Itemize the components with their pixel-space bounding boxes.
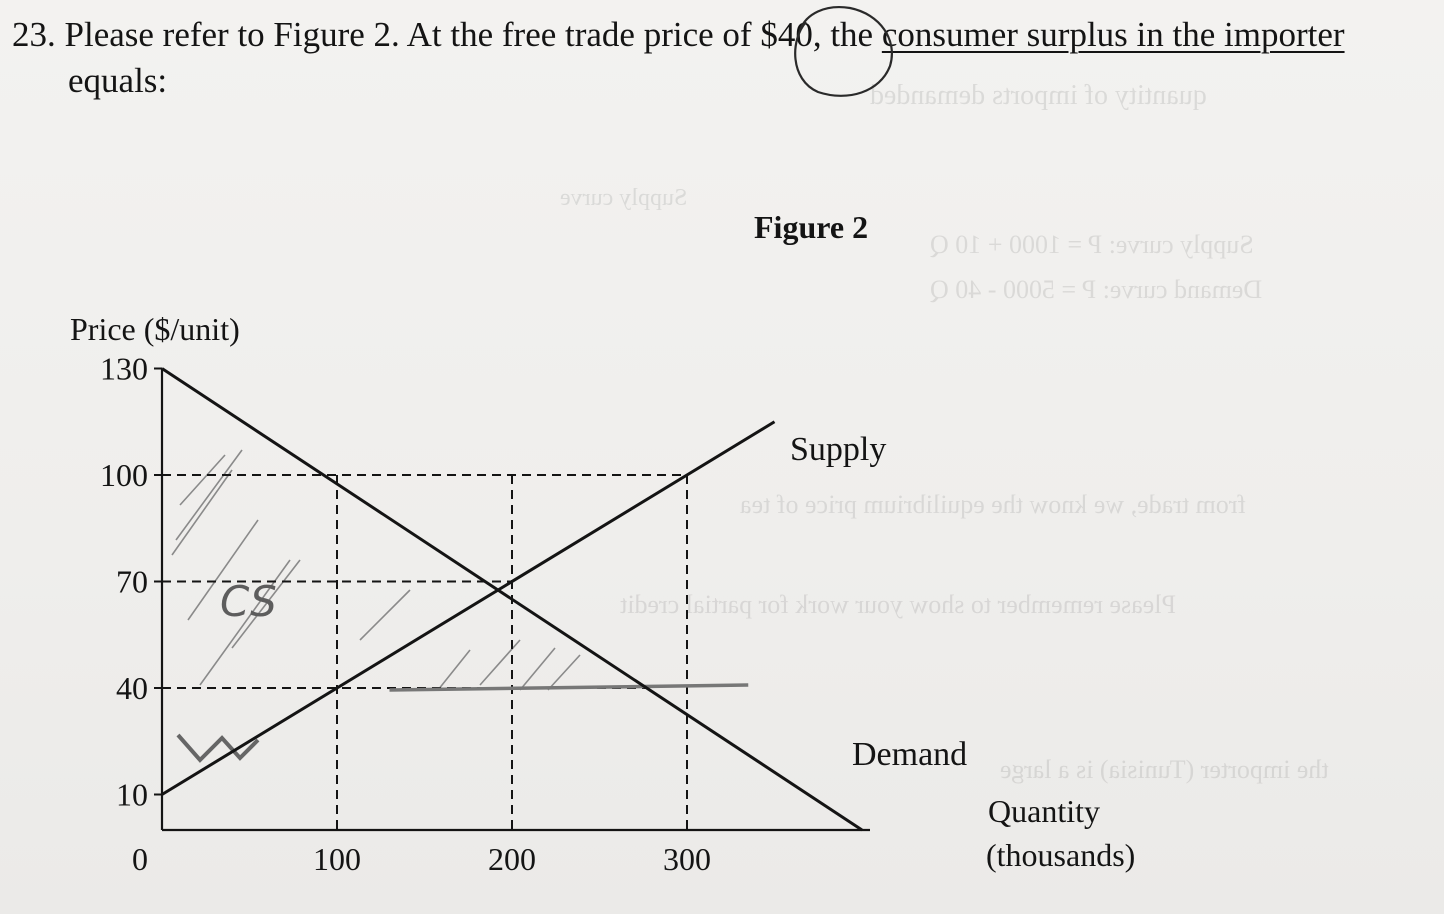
y-tick-label-130: 130 bbox=[100, 351, 148, 387]
student-hatch-stroke-2 bbox=[187, 519, 259, 621]
question-text-start: Please refer to Figure 2. At the free tr… bbox=[64, 15, 761, 54]
student-hatch-stroke-6 bbox=[479, 639, 521, 686]
student-hatch-stroke-1 bbox=[171, 469, 233, 556]
supply-curve-label: Supply bbox=[790, 431, 886, 468]
student-hatch-stroke-8 bbox=[547, 654, 581, 691]
student-hatch-stroke-7 bbox=[519, 647, 556, 691]
y-axis-label: Price ($/unit) bbox=[70, 311, 240, 347]
pen-circle-annotation bbox=[794, 6, 893, 97]
demand-curve-label: Demand bbox=[852, 736, 967, 773]
handwritten-cs-label: CS bbox=[220, 577, 277, 626]
y-tick-label-10: 10 bbox=[116, 777, 148, 813]
chart-title: Figure 2 bbox=[754, 209, 868, 245]
y-tick-label-100: 100 bbox=[100, 457, 148, 493]
supply-curve bbox=[161, 420, 776, 796]
question-line-2: equals: bbox=[68, 61, 168, 100]
underlined-phrase: consumer surplus in the importer bbox=[881, 15, 1345, 54]
student-hatch-stroke-5 bbox=[437, 649, 471, 691]
student-hatch-stroke-10 bbox=[359, 589, 411, 641]
student-hatch-stroke-0 bbox=[179, 454, 226, 506]
x-tick-label-200: 200 bbox=[488, 841, 536, 877]
y-tick-label-40: 40 bbox=[116, 670, 148, 706]
y-tick-label-70: 70 bbox=[116, 564, 148, 600]
question-line-1: 23. Please refer to Figure 2. At the fre… bbox=[12, 12, 1437, 58]
pencil-world-price-line bbox=[389, 683, 749, 692]
x-tick-label-100: 100 bbox=[313, 841, 361, 877]
x-tick-label-300: 300 bbox=[663, 841, 711, 877]
student-hatch-stroke-9 bbox=[231, 559, 301, 649]
x-tick-label-0: 0 bbox=[132, 841, 148, 877]
x-axis-label-line2: (thousands) bbox=[986, 837, 1135, 873]
student-hatch-stroke-4 bbox=[175, 449, 243, 541]
question-text-middle: , the bbox=[812, 15, 882, 54]
x-axis-label-line1: Quantity bbox=[988, 793, 1100, 829]
question-text: 23. Please refer to Figure 2. At the fre… bbox=[12, 12, 1437, 104]
chart-plot-area: 10 40 70 100 130 0 100 200 300 bbox=[100, 351, 870, 877]
student-scribble-mark bbox=[176, 733, 260, 763]
question-number: 23. bbox=[12, 15, 56, 54]
demand-curve bbox=[161, 367, 863, 832]
